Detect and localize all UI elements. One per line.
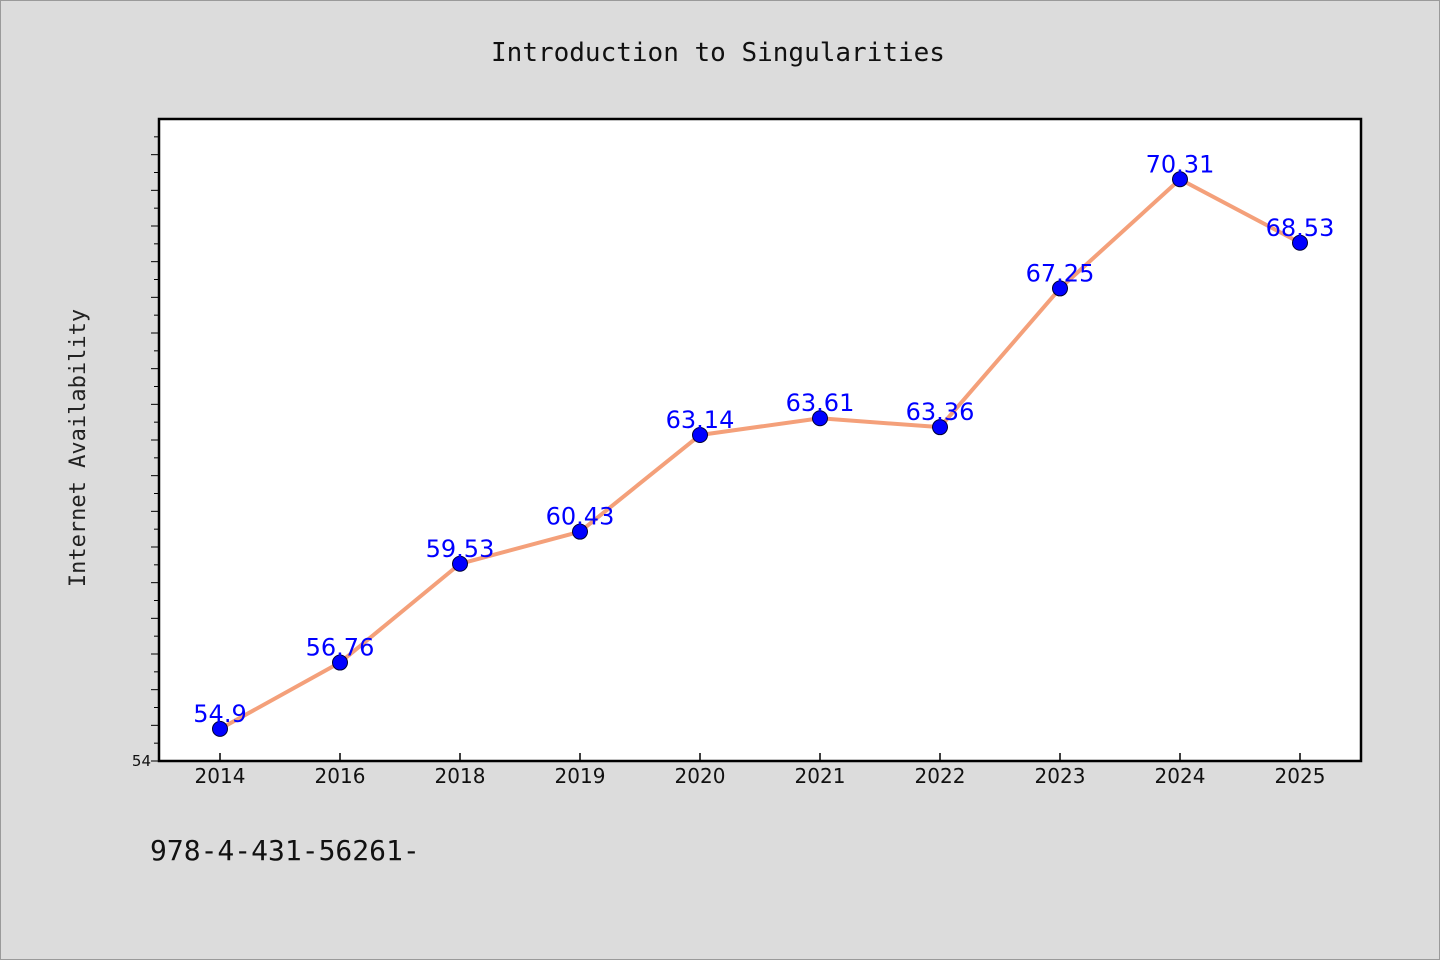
data-label: 63.61 <box>786 389 855 417</box>
x-tick-label: 2022 <box>915 764 966 788</box>
x-tick-label: 2025 <box>1275 764 1326 788</box>
data-point <box>1172 171 1188 188</box>
data-label: 70.31 <box>1146 150 1215 178</box>
x-tick-label: 2018 <box>435 764 486 788</box>
data-point <box>932 419 948 436</box>
y-axis-ticks: 54 <box>132 136 159 770</box>
data-point <box>572 523 588 540</box>
plot-area <box>157 117 1363 763</box>
data-label: 67.25 <box>1026 259 1095 287</box>
data-point <box>1052 280 1068 297</box>
data-point <box>332 654 348 671</box>
x-tick-label: 2023 <box>1035 764 1086 788</box>
chart-title: Introduction to Singularities <box>491 38 945 68</box>
x-tick-label: 2016 <box>315 764 366 788</box>
series-line <box>219 177 1301 731</box>
data-point <box>212 720 228 737</box>
data-label: 56.76 <box>306 634 375 662</box>
y-axis-label: Internet Availability <box>66 309 91 587</box>
data-label: 63.36 <box>906 398 975 426</box>
data-point <box>812 410 828 427</box>
data-label: 59.53 <box>426 535 495 563</box>
y-tick-label: 54 <box>132 752 151 770</box>
x-tick-label: 2019 <box>555 764 606 788</box>
data-point <box>1292 234 1308 251</box>
x-axis-ticks: 2014 2016 2018 2019 2020 2021 2022 2023 2024 2025 <box>195 753 1326 788</box>
footnote-text: 978-4-431-56261- <box>150 834 420 867</box>
data-label: 60.43 <box>546 503 615 531</box>
x-tick-label: 2014 <box>195 764 246 788</box>
data-label: 68.53 <box>1266 214 1335 242</box>
data-label: 63.14 <box>666 406 735 434</box>
data-point <box>452 555 468 572</box>
data-point <box>692 427 708 444</box>
x-tick-label: 2024 <box>1155 764 1206 788</box>
series-group <box>212 171 1308 737</box>
x-tick-label: 2020 <box>675 764 726 788</box>
data-label: 54.9 <box>193 700 246 728</box>
x-tick-label: 2021 <box>795 764 846 788</box>
data-labels: 54.9 56.76 59.53 60.43 63.14 63.61 63.36 67.25 7… <box>193 150 1334 728</box>
